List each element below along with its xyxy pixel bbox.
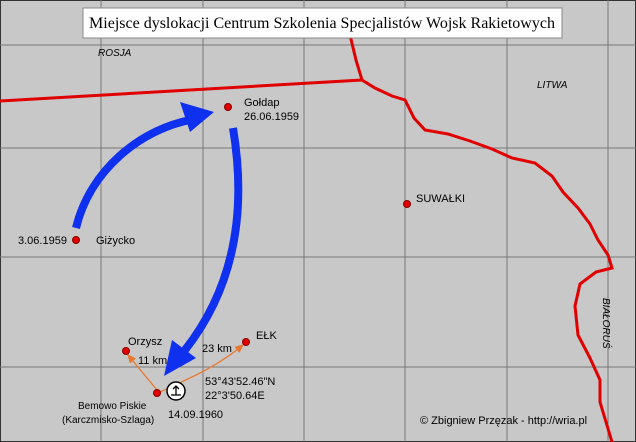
place-dot [72, 236, 80, 244]
country-label: LITWA [537, 80, 568, 91]
title-box [82, 7, 563, 39]
arrow-head [164, 340, 196, 376]
place-dot [122, 347, 130, 355]
place-name: Gołdap [244, 97, 279, 109]
place-subname: (Karczmisko-Szlaga) [62, 415, 154, 426]
place-dot [224, 103, 232, 111]
distance-arrow [127, 353, 158, 391]
country-label: BIAŁORUŚ [600, 298, 613, 349]
place-name: Orzysz [128, 336, 162, 348]
distance-label: 11 km [138, 355, 167, 367]
borders [0, 7, 614, 442]
title: Miejsce dyslokacji Centrum Szkolenia Spe… [89, 15, 555, 32]
place-name: EŁK [256, 330, 277, 342]
place-dot [242, 338, 250, 346]
site-symbol [166, 381, 186, 401]
route-arrow [181, 127, 243, 353]
credit: © Zbigniew Przęzak - http://wria.pl [420, 415, 587, 427]
arrow-head [180, 102, 214, 132]
place-date: 26.06.1959 [244, 111, 299, 123]
place-name: Bemowo Piskie [78, 401, 147, 412]
place-dot [153, 389, 161, 397]
place-date: 3.06.1959 [18, 235, 67, 247]
place-name: Giżycko [96, 235, 135, 247]
coordinate: 53°43'52.46"N [205, 376, 275, 388]
place-date: 14.09.1960 [168, 409, 223, 421]
country-label: ROSJA [98, 48, 132, 59]
route-arrow [72, 116, 191, 229]
place-dot [403, 200, 411, 208]
coordinate: 22°3'50.64E [205, 390, 265, 402]
distance-label: 23 km [202, 343, 232, 355]
place-name: SUWAŁKI [416, 193, 465, 205]
